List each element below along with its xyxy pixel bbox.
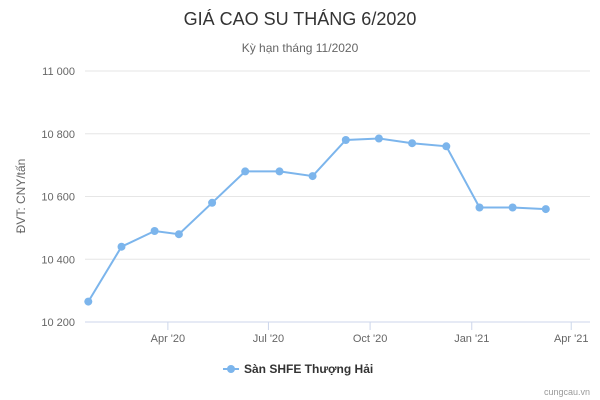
chart-subtitle: Kỳ hạn tháng 11/2020 [242,41,359,55]
x-tick-label: Oct '20 [353,333,388,345]
data-point[interactable] [341,136,350,144]
x-tick-label: Apr '20 [151,333,186,345]
data-point[interactable] [84,297,93,306]
series-line [87,137,546,303]
data-point[interactable] [117,242,126,251]
gridlines [85,70,590,260]
data-points [84,134,550,306]
y-tick-label: 10 600 [41,192,75,204]
x-tick-label: Jul '20 [253,333,284,345]
data-point[interactable] [408,139,417,148]
legend-label[interactable]: Sàn SHFE Thượng Hải [244,362,373,376]
data-point[interactable] [508,203,517,212]
y-tick-label: 10 800 [41,129,75,141]
data-point[interactable] [442,142,451,151]
data-point[interactable] [174,230,183,239]
data-point[interactable] [475,203,484,212]
x-tick-label: Apr '21 [554,333,589,345]
data-point[interactable] [208,198,217,207]
x-tick-label: Jan '21 [454,333,489,345]
x-axis-ticks: Apr '20 Jul '20 Oct '20 Jan '21 Apr '21 [151,322,589,345]
legend-symbol-marker [227,365,235,373]
y-axis-ticks: 10 200 10 400 10 600 10 800 11 000 [41,66,75,329]
y-tick-label: 10 400 [41,254,75,266]
data-point[interactable] [275,167,284,176]
chart-title: GIÁ CAO SU THÁNG 6/2020 [184,9,417,29]
y-axis-title: ĐVT: CNY/tấn [14,159,28,234]
legend[interactable]: Sàn SHFE Thượng Hải [223,362,373,376]
data-point[interactable] [374,134,383,143]
y-tick-label: 11 000 [42,66,75,78]
y-tick-label: 10 200 [41,317,75,329]
data-point[interactable] [541,205,550,214]
data-point[interactable] [241,167,250,176]
credit-text[interactable]: cungcau.vn [544,387,590,397]
data-point[interactable] [308,172,317,181]
data-point[interactable] [150,227,159,235]
